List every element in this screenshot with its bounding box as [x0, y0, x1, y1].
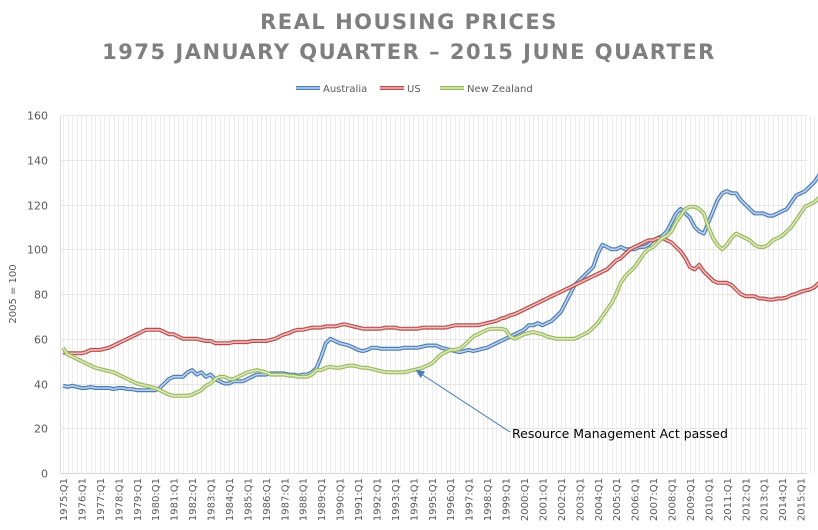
x-tick-label: 1991:Q1 — [354, 478, 365, 521]
x-tick-label: 1982:Q1 — [188, 478, 199, 521]
x-tick-label: 1987:Q1 — [280, 478, 291, 521]
x-tick-label: 1988:Q1 — [299, 478, 310, 521]
annotation: Resource Management Act passed — [415, 369, 728, 441]
y-axis-ticks: 0 20 40 60 80 100 120 140 160 — [27, 110, 48, 481]
x-tick-label: 1978:Q1 — [114, 478, 125, 521]
y-tick-label: 20 — [34, 423, 48, 436]
y-tick-label: 60 — [34, 334, 48, 347]
x-tick-label: 1981:Q1 — [170, 478, 181, 521]
chart-subtitle: 1975 JANUARY QUARTER – 2015 JUNE QUARTER — [102, 40, 716, 64]
x-tick-label: 1989:Q1 — [317, 478, 328, 521]
x-tick-label: 1980:Q1 — [151, 478, 162, 521]
x-tick-label: 1997:Q1 — [465, 478, 476, 521]
annotation-arrow-line — [419, 372, 511, 433]
x-tick-label: 2000:Q1 — [520, 478, 531, 521]
y-tick-label: 80 — [34, 289, 48, 302]
y-tick-label: 160 — [27, 110, 48, 123]
series-line-inner-new-zealand — [62, 197, 818, 397]
x-tick-label: 1996:Q1 — [446, 478, 457, 521]
x-tick-label: 2002:Q1 — [557, 478, 568, 521]
annotation-text: Resource Management Act passed — [512, 426, 728, 441]
chart-title: REAL HOUSING PRICES — [260, 10, 558, 34]
x-tick-label: 1994:Q1 — [409, 478, 420, 521]
x-tick-label: 1979:Q1 — [133, 478, 144, 521]
x-tick-label: 1983:Q1 — [207, 478, 218, 521]
x-tick-label: 2008:Q1 — [668, 478, 679, 521]
x-tick-label: 2010:Q1 — [704, 478, 715, 521]
legend-label: US — [407, 84, 421, 95]
x-tick-label: 1990:Q1 — [336, 478, 347, 521]
y-tick-label: 140 — [27, 155, 48, 168]
x-tick-label: 2013:Q1 — [760, 478, 771, 521]
x-tick-label: 1999:Q1 — [502, 478, 513, 521]
x-tick-label: 2007:Q1 — [649, 478, 660, 521]
x-tick-label: 1992:Q1 — [372, 478, 383, 521]
x-tick-label: 2003:Q1 — [575, 478, 586, 521]
horizontal-gridlines — [60, 115, 807, 474]
x-tick-label: 2009:Q1 — [686, 478, 697, 521]
x-tick-label: 1995:Q1 — [428, 478, 439, 521]
y-tick-label: 40 — [34, 379, 48, 392]
y-tick-label: 120 — [27, 200, 48, 213]
y-tick-label: 100 — [27, 244, 48, 257]
y-axis-label: 2005 = 100 — [8, 264, 19, 323]
x-tick-label: 1976:Q1 — [77, 478, 88, 521]
x-tick-label: 1975:Q1 — [59, 478, 70, 521]
x-tick-label: 1998:Q1 — [483, 478, 494, 521]
series-line-inner-australia — [62, 175, 818, 392]
x-tick-label: 2011:Q1 — [723, 478, 734, 521]
x-tick-label: 2006:Q1 — [631, 478, 642, 521]
x-tick-label: 1986:Q1 — [262, 478, 273, 521]
series-line-inner-us — [62, 237, 818, 355]
x-tick-label: 1985:Q1 — [243, 478, 254, 521]
x-tick-label: 1993:Q1 — [391, 478, 402, 521]
x-tick-label: 2004:Q1 — [594, 478, 605, 521]
x-tick-label: 2012:Q1 — [741, 478, 752, 521]
series-lines — [61, 172, 818, 398]
x-tick-label: 2014:Q1 — [778, 478, 789, 521]
legend-label: Australia — [323, 84, 367, 95]
x-tick-label: 1984:Q1 — [225, 478, 236, 521]
x-axis-ticks: 1975:Q1 1976:Q1 1977:Q1 1978:Q1 1979:Q1 1980:… — [59, 478, 808, 521]
x-tick-label: 2001:Q1 — [538, 478, 549, 521]
y-tick-label: 0 — [41, 468, 48, 481]
annotation-arrowhead-icon — [415, 369, 426, 379]
x-tick-label: 2015:Q1 — [797, 478, 808, 521]
legend: Australia US New Zealand — [296, 84, 533, 95]
x-tick-label: 1977:Q1 — [96, 478, 107, 521]
legend-label: New Zealand — [467, 84, 533, 95]
x-tick-label: 2005:Q1 — [612, 478, 623, 521]
